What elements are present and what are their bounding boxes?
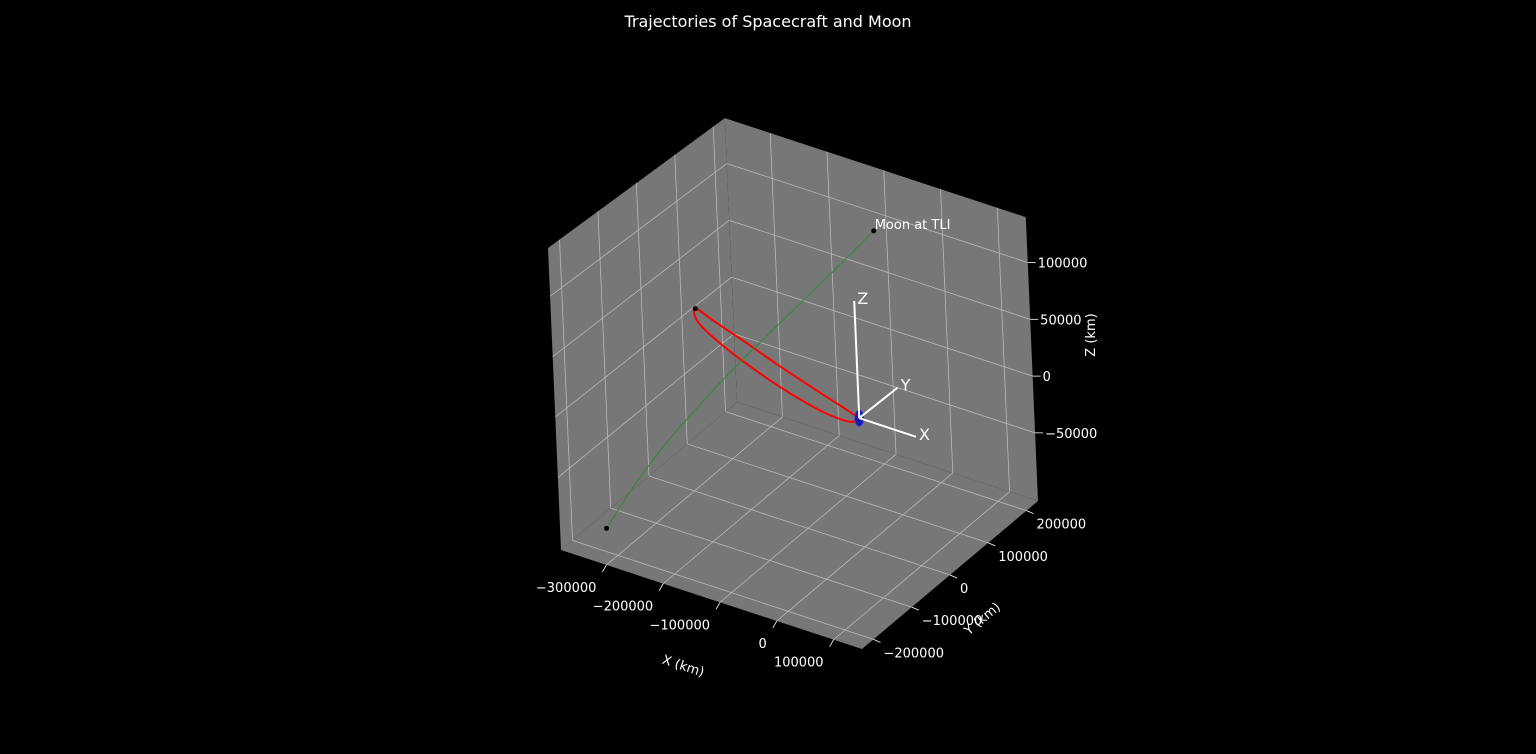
x-gridline: [940, 189, 954, 473]
y-tick-label: −100000: [922, 614, 983, 629]
x-tick-label: 100000: [774, 656, 824, 671]
y-tick-label: −200000: [883, 646, 944, 661]
body-axis-y-label: Y: [900, 376, 911, 395]
y-tick-mark: [1026, 510, 1034, 515]
z-tick-label: 100000: [1038, 257, 1088, 272]
chart-title: Trajectories of Spacecraft and Moon: [624, 12, 912, 31]
x-tick-mark: [829, 639, 834, 647]
y-tick-label: 100000: [998, 550, 1048, 565]
back-pane: [724, 118, 1038, 501]
spacecraft-trajectory-line: [692, 307, 860, 423]
body-axis-x-label: X: [919, 425, 930, 444]
x-tick-mark: [715, 602, 721, 610]
x-tick-mark: [602, 564, 607, 573]
moon-tli-annotation: Moon at TLI: [875, 218, 951, 233]
z-tick-label: 50000: [1040, 313, 1081, 328]
x-tick-label: 0: [759, 637, 767, 652]
y-gridline: [687, 443, 989, 544]
z-gridline: [555, 276, 732, 418]
z-gridline: [729, 219, 1031, 320]
y-gridline: [610, 507, 912, 608]
y-tick-label: 200000: [1037, 518, 1087, 533]
y-gridline: [648, 475, 951, 576]
position-marker: [692, 306, 698, 312]
x-gridline: [769, 133, 783, 417]
z-gridline: [549, 163, 727, 297]
y-gridline: [572, 539, 874, 640]
z-gridline: [726, 163, 1028, 263]
y-gridline: [597, 211, 612, 509]
body-axis-z-label: Z: [857, 289, 868, 308]
z-gridline: [552, 220, 730, 358]
position-marker: [604, 525, 610, 531]
y-gridline: [559, 239, 573, 541]
z-tick-label: 0: [1043, 370, 1051, 385]
z-tick-label: −50000: [1045, 427, 1097, 442]
y-tick-mark: [988, 542, 996, 547]
y-gridline: [674, 154, 688, 444]
moon-trajectory-line: [606, 230, 875, 529]
body-axis-z-line: [853, 300, 861, 419]
x-gridline: [883, 170, 897, 455]
y-tick-mark: [873, 638, 881, 643]
x-tick-label: −100000: [649, 618, 710, 633]
z-gridline: [731, 276, 1033, 377]
y-tick-label: 0: [960, 582, 968, 597]
x-gridline: [826, 151, 840, 436]
x-tick-mark: [772, 620, 778, 629]
x-tick-label: −300000: [536, 581, 597, 596]
body-axis-x-line: [858, 417, 917, 438]
body-axis-y-line: [858, 386, 899, 419]
z-axis-label: Z (km): [1084, 313, 1099, 356]
x-axis-label: X (km): [660, 653, 706, 681]
y-gridline: [712, 126, 726, 412]
x-tick-label: −200000: [593, 600, 654, 615]
z-gridline: [733, 333, 1036, 434]
y-tick-mark: [911, 606, 919, 611]
y-gridline: [725, 411, 1027, 512]
y-tick-mark: [949, 574, 958, 579]
z-gridline: [557, 333, 735, 478]
position-marker: [871, 228, 877, 234]
x-tick-mark: [658, 583, 664, 591]
y-gridline: [635, 183, 650, 477]
x-gridline: [996, 207, 1011, 492]
